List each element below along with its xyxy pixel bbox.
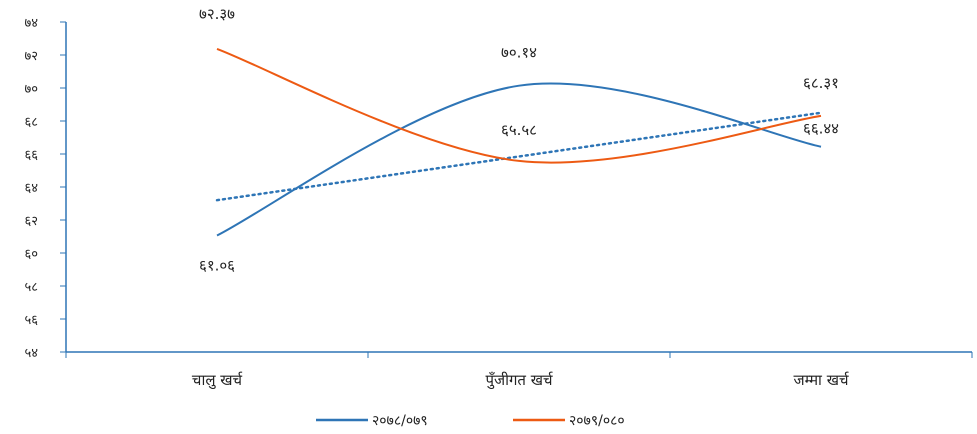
y-tick-label: ७४ [24,16,38,31]
trendline [215,111,823,202]
legend: २०७८/०७९ २०७९/०८० [316,413,625,429]
y-tick-label: ५६ [24,313,38,328]
data-label: ६५.५८ [501,121,537,139]
legend-label: २०७८/०७९ [372,413,428,429]
data-label: ७२.३७ [199,5,235,23]
x-category-label: चालु खर्च [192,371,243,390]
data-label: ७०.१४ [501,44,537,62]
y-tick-label: ६० [24,247,38,262]
series-line-1 [216,82,822,237]
y-tick-label: ६८ [24,115,38,130]
series-lines [216,47,822,237]
series-line-2 [216,47,822,164]
data-label: ६८.३१ [803,74,839,92]
y-tick-label: ७२ [24,49,38,64]
legend-label: २०७९/०८० [569,413,625,429]
x-category-label: पुँजीगत खर्च [485,371,553,390]
y-axis-ticks: ५४ ५६ ५८ ६० ६२ ६४ ६६ ६८ ७० ७२ ७४ [24,16,66,361]
x-category-label: जम्मा खर्च [793,371,849,389]
axes [65,22,972,353]
y-tick-label: ६२ [24,214,38,229]
data-label: ६६.४४ [803,120,839,138]
x-axis-categories: चालु खर्च पुँजीगत खर्च जम्मा खर्च [65,352,973,390]
data-labels: ६१.०६ ७०.१४ ६६.४४ ७२.३७ ६५.५८ ६८.३१ [199,5,839,275]
y-tick-label: ५८ [24,280,38,295]
trendline-dotted [215,111,823,202]
y-tick-label: ६४ [24,181,38,196]
data-label: ६१.०६ [199,257,235,275]
y-tick-label: ७० [24,82,38,97]
y-tick-label: ५४ [24,346,38,361]
y-tick-label: ६६ [24,148,38,163]
